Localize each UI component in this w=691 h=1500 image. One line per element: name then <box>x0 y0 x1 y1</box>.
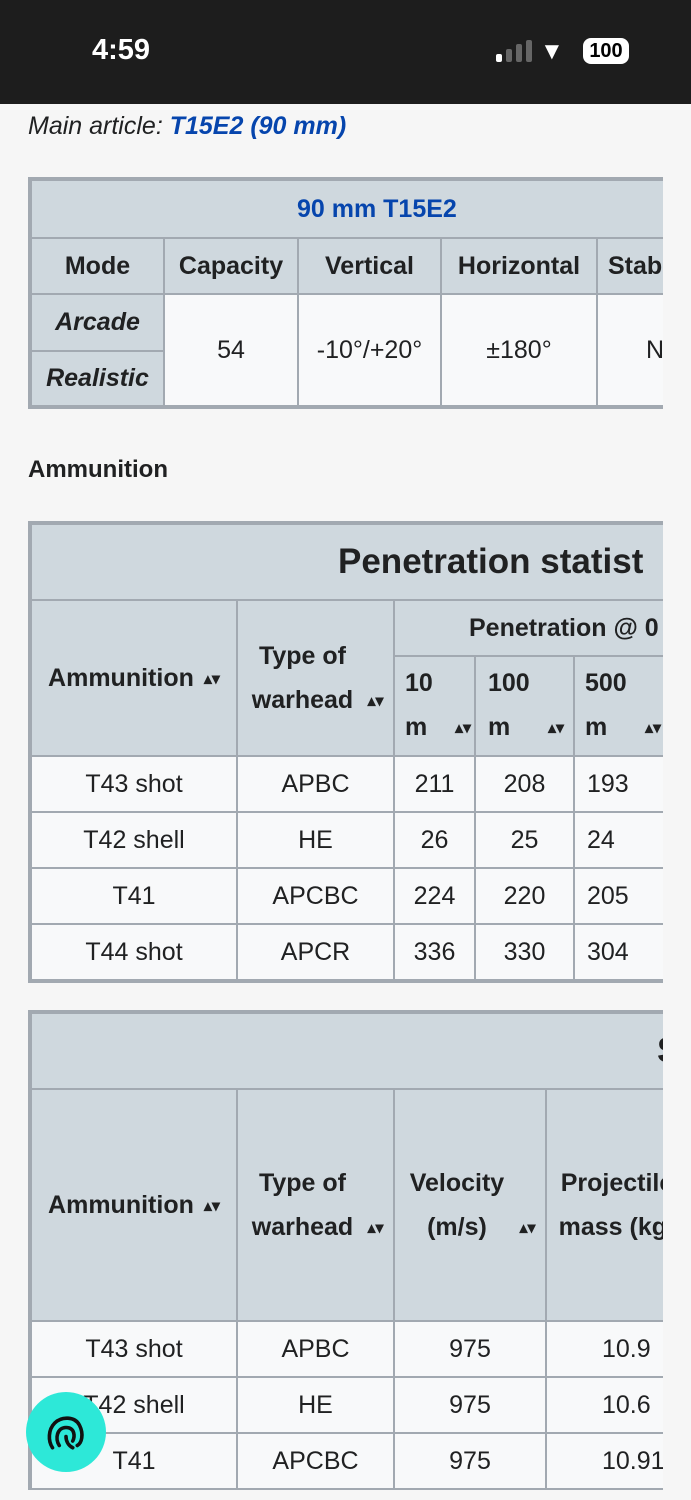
sort-warhead[interactable]: Type of warhead ▴▾ <box>236 1088 395 1322</box>
status-bar: 4:59 ▼ 100 <box>0 0 691 104</box>
sort-icon: ▴▾ <box>367 1220 384 1238</box>
header-warhead: Type of warhead <box>251 1169 354 1241</box>
sort-500m[interactable]: 500 m ▴▾ <box>573 655 663 757</box>
table-cell: 10.6 <box>544 1376 663 1434</box>
fingerprint-button[interactable] <box>26 1392 106 1472</box>
header-penetration-group: Penetration @ 0 <box>392 599 663 657</box>
header-vertical: Vertical <box>297 237 442 295</box>
table-cell: HE <box>236 811 395 869</box>
table-cell: T43 shot <box>30 755 238 813</box>
table-cell: 220 <box>474 867 575 925</box>
header-500m: 500 m <box>585 669 627 742</box>
header-mass: Projectile mass (kg) <box>558 1169 663 1241</box>
sort-warhead[interactable]: Type of warhead ▴▾ <box>236 599 395 757</box>
penetration-table: Penetration statist Ammunition ▴▾ Type of… <box>28 521 663 983</box>
table-cell: APBC <box>236 755 395 813</box>
table-cell: APCBC <box>236 867 395 925</box>
table-cell: 208 <box>474 755 575 813</box>
vertical-value: -10°/+20° <box>297 293 442 407</box>
fingerprint-icon <box>47 1416 84 1450</box>
mode-arcade: Arcade <box>30 293 165 352</box>
sort-icon: ▴▾ <box>203 670 220 688</box>
sort-icon: ▴▾ <box>203 1197 220 1215</box>
sort-10m[interactable]: 10 m ▴▾ <box>393 655 476 757</box>
header-10m: 10 m <box>405 669 433 742</box>
sort-ammunition[interactable]: Ammunition ▴▾ <box>30 1088 238 1322</box>
header-ammunition: Ammunition <box>48 663 194 692</box>
sort-icon: ▴▾ <box>367 693 384 711</box>
table-cell: 224 <box>393 867 476 925</box>
header-velocity: Velocity (m/s) <box>409 1169 505 1241</box>
main-article-note: Main article: T15E2 (90 mm) <box>28 112 346 141</box>
table-row: T44 shot APCR 336 330 304 <box>30 923 663 981</box>
table-row: T43 shot APBC 975 10.9 <box>30 1320 663 1378</box>
table-cell: 211 <box>393 755 476 813</box>
sort-icon: ▴▾ <box>455 719 472 737</box>
signal-icon <box>496 40 532 62</box>
table-cell: T43 shot <box>30 1320 238 1378</box>
table-cell: 10.91 <box>544 1432 663 1490</box>
sort-100m[interactable]: 100 m ▴▾ <box>474 655 575 757</box>
header-100m: 100 m <box>488 669 530 742</box>
header-mode: Mode <box>30 237 165 295</box>
sort-icon: ▴▾ <box>519 1220 536 1238</box>
sort-velocity[interactable]: Velocity (m/s) ▴▾ <box>393 1088 547 1322</box>
main-article-link[interactable]: T15E2 (90 mm) <box>169 112 347 140</box>
wifi-icon: ▼ <box>540 38 564 65</box>
table-row: T42 shell HE 975 10.6 <box>30 1376 663 1434</box>
table-cell: 25 <box>474 811 575 869</box>
table-cell: T44 shot <box>30 923 238 981</box>
table-cell: 26 <box>393 811 476 869</box>
penetration-title: Penetration statist <box>30 523 663 601</box>
table-cell: 10.9 <box>544 1320 663 1378</box>
table-cell: T42 shell <box>30 811 238 869</box>
table-row: T41 APCBC 975 10.91 <box>30 1432 663 1490</box>
table-row: T42 shell HE 26 25 24 <box>30 811 663 869</box>
table-cell: APCBC <box>236 1432 395 1490</box>
table-cell: APBC <box>236 1320 395 1378</box>
header-horizontal: Horizontal <box>440 237 598 295</box>
table-cell: APCR <box>236 923 395 981</box>
sort-icon: ▴▾ <box>548 719 565 737</box>
table-row: T41 APCBC 224 220 205 <box>30 867 663 925</box>
table-cell: 193 <box>573 755 663 813</box>
table-cell: T41 <box>30 867 238 925</box>
table-cell: 205 <box>573 867 663 925</box>
mode-realistic: Realistic <box>30 350 165 407</box>
capacity-value: 54 <box>163 293 299 407</box>
table-cell: 975 <box>393 1432 547 1490</box>
stab-value: N/ <box>595 293 663 407</box>
main-article-prefix: Main article: <box>28 112 170 140</box>
sort-ammunition[interactable]: Ammunition ▴▾ <box>30 599 238 757</box>
table-cell: 336 <box>393 923 476 981</box>
gun-table: 90 mm T15E2 Mode Capacity Vertical Horiz… <box>28 177 663 409</box>
battery-icon: 100 <box>583 38 629 64</box>
shell-table: S Ammunition ▴▾ Type of warhead ▴▾ Velocit… <box>28 1010 663 1490</box>
header-capacity: Capacity <box>163 237 299 295</box>
sort-icon: ▴▾ <box>645 719 662 737</box>
clock: 4:59 <box>92 34 151 66</box>
table-cell: 330 <box>474 923 575 981</box>
shell-title: S <box>30 1012 663 1090</box>
table-cell: HE <box>236 1376 395 1434</box>
header-warhead: Type of warhead <box>251 642 354 714</box>
table-row: T43 shot APBC 211 208 193 <box>30 755 663 813</box>
gun-title-link[interactable]: 90 mm T15E2 <box>297 194 457 223</box>
header-stab: Stab <box>595 237 663 295</box>
horizontal-value: ±180° <box>440 293 598 407</box>
table-cell: 304 <box>573 923 663 981</box>
table-cell: 975 <box>393 1320 547 1378</box>
table-cell: 24 <box>573 811 663 869</box>
sort-mass[interactable]: Projectile mass (kg) <box>544 1088 663 1322</box>
table-cell: 975 <box>393 1376 547 1434</box>
ammunition-heading: Ammunition <box>28 456 168 483</box>
header-ammunition: Ammunition <box>48 1190 194 1219</box>
